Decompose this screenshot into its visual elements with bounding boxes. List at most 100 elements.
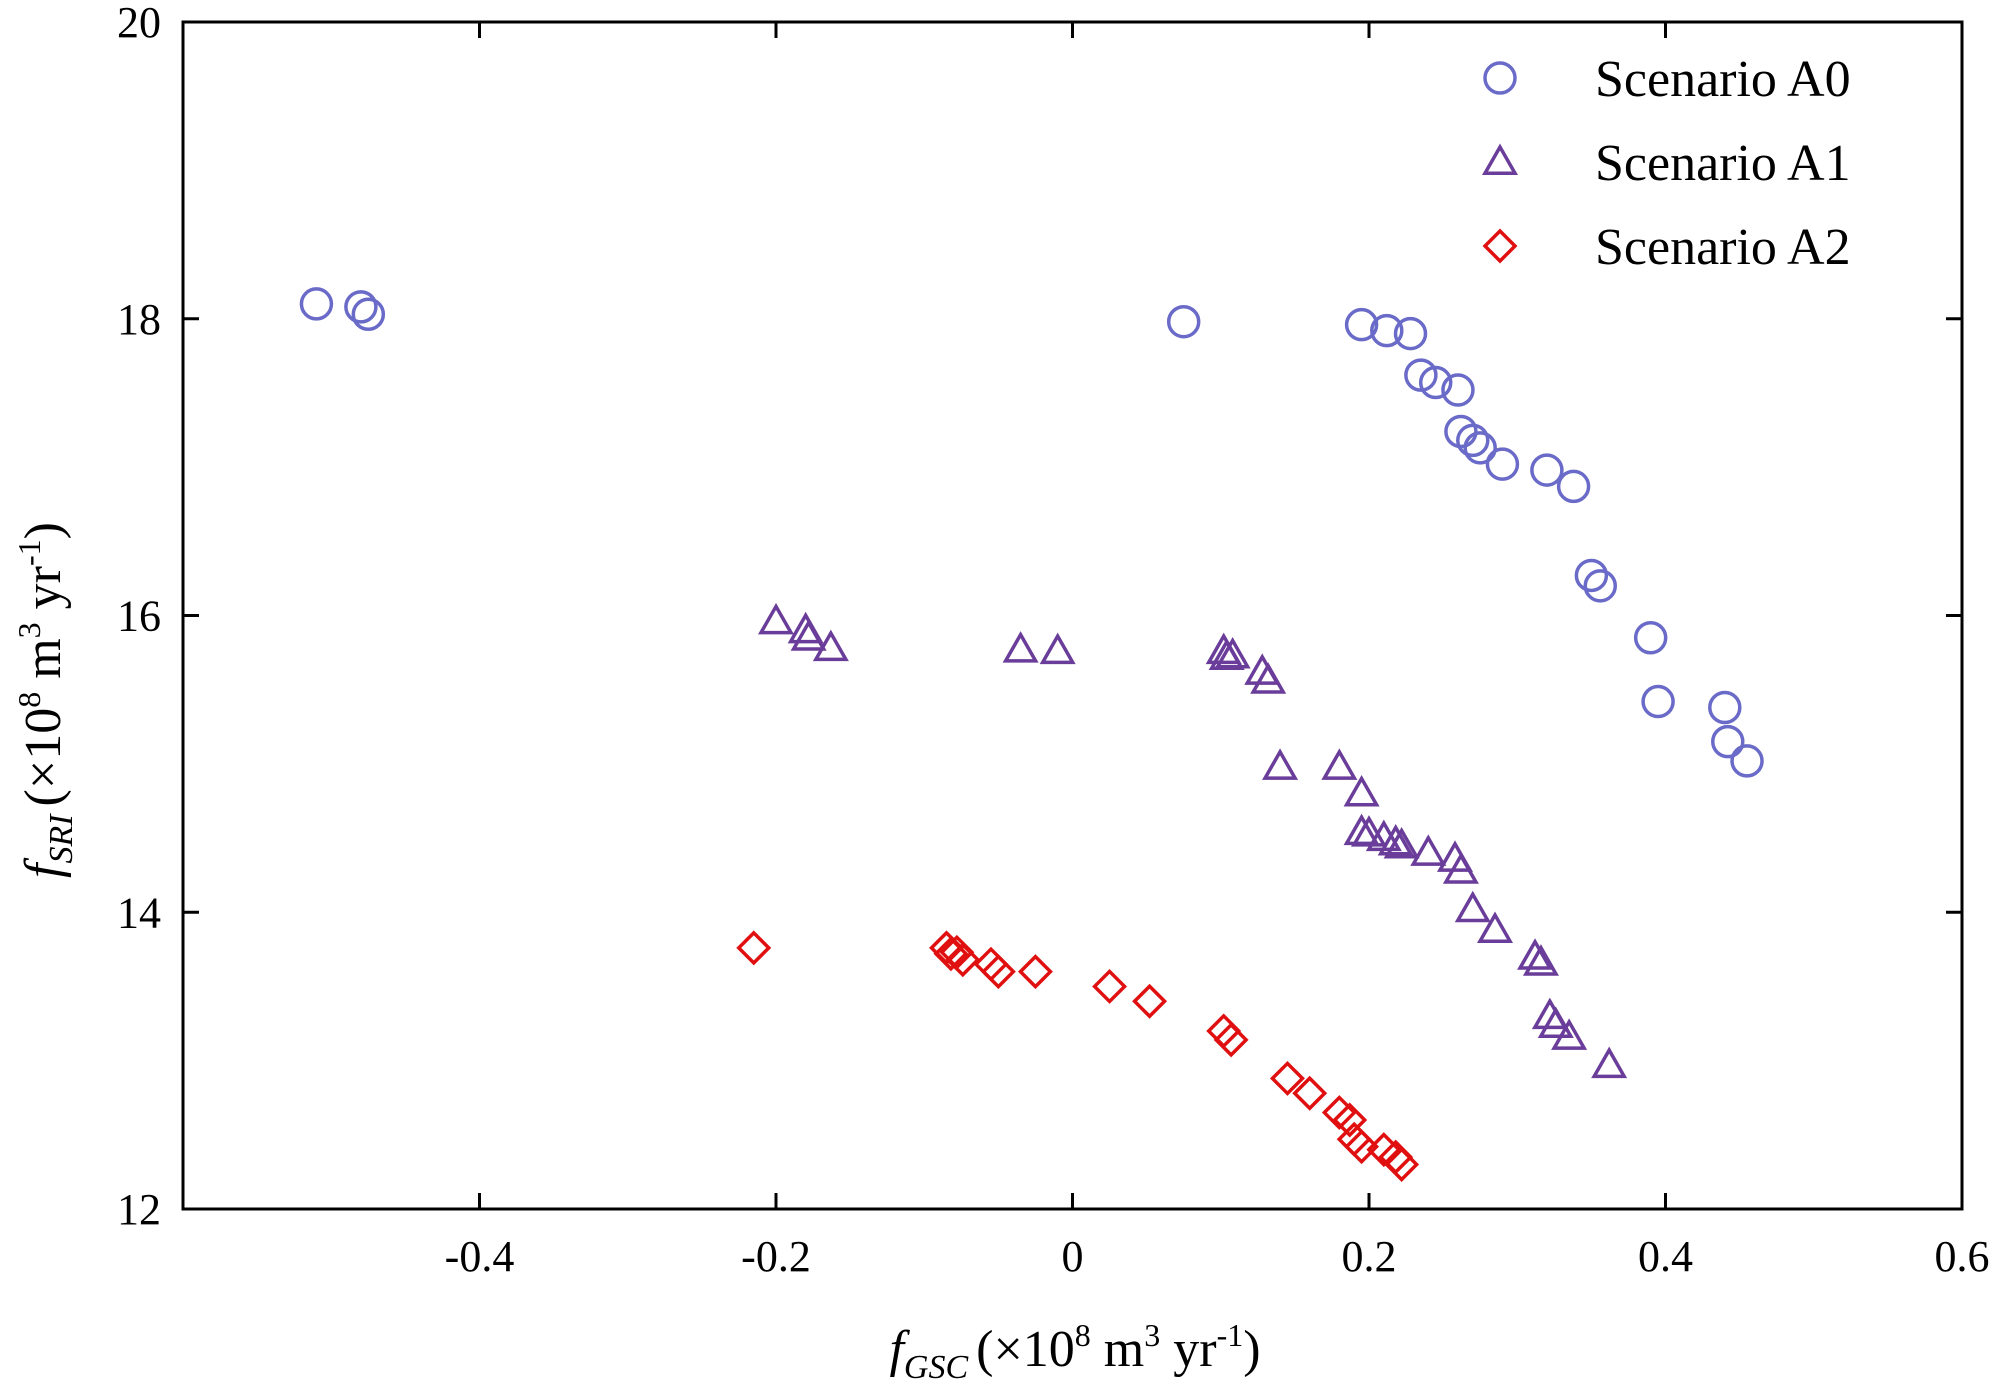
y-axis-unit-suffix: ) — [15, 522, 72, 539]
data-point-triangle — [1476, 911, 1514, 944]
tick-layer: -0.4 -0.2 0 0.2 0.4 0.6 12 14 16 18 20 — [117, 0, 1990, 1281]
data-point-triangle — [1551, 1018, 1588, 1050]
data-point-diamond — [945, 942, 981, 978]
series-triangle — [757, 602, 1628, 1079]
x-axis-unit-suffix: ) — [1243, 1321, 1260, 1378]
y-axis-unit-prefix: (×10 — [15, 708, 72, 807]
x-axis-title: fGSC (×108 m3 yr-1) — [889, 1317, 1260, 1385]
data-point-circle — [1708, 690, 1742, 725]
data-point-triangle — [1410, 834, 1447, 866]
legend-item: Scenario A1 — [1481, 135, 1851, 192]
data-point-diamond — [1213, 1022, 1249, 1058]
legend-marker-circle — [1483, 61, 1517, 95]
x-axis-unit-mid2: yr — [1160, 1321, 1216, 1378]
data-point-triangle — [1442, 852, 1479, 884]
legend-item: Scenario A0 — [1483, 51, 1851, 108]
y-tick-label: 16 — [117, 592, 161, 641]
data-point-diamond — [736, 930, 772, 966]
data-point-circle — [1530, 453, 1564, 487]
data-point-diamond — [1344, 1129, 1380, 1165]
x-tick-label: 0.6 — [1935, 1232, 1990, 1281]
data-point-diamond — [1269, 1060, 1305, 1096]
legend: Scenario A0 Scenario A1 Scenario A2 — [1481, 51, 1851, 276]
data-point-circle — [1456, 423, 1490, 458]
x-tick-label: -0.4 — [445, 1232, 515, 1281]
y-axis-unit-exp3: -1 — [11, 539, 47, 566]
series-circle — [299, 287, 1764, 778]
data-point-circle — [1485, 447, 1520, 481]
legend-marker-triangle — [1481, 143, 1519, 175]
data-point-triangle — [1383, 826, 1420, 859]
data-point-triangle — [1214, 637, 1251, 669]
data-point-triangle — [1262, 748, 1299, 780]
data-point-circle — [1633, 621, 1668, 655]
data-point-triangle — [1039, 632, 1076, 665]
y-tick-label: 18 — [117, 295, 161, 344]
legend-label: Scenario A0 — [1595, 51, 1851, 108]
x-axis-unit-exp3: -1 — [1217, 1317, 1244, 1353]
y-axis-subscript: SRI — [43, 813, 80, 864]
data-point-circle — [1711, 724, 1745, 759]
y-tick-label: 12 — [117, 1185, 161, 1234]
data-point-triangle — [757, 602, 795, 635]
data-point-triangle — [1591, 1046, 1628, 1079]
legend-marker-diamond — [1482, 228, 1518, 264]
data-point-diamond — [1092, 968, 1128, 1004]
x-axis-subscript: GSC — [904, 1349, 969, 1385]
x-tick-label: 0 — [1062, 1232, 1084, 1281]
data-point-circle — [1370, 313, 1404, 348]
data-point-triangle — [1522, 944, 1559, 976]
data-point-circle — [299, 287, 334, 321]
y-axis-unit-mid: m — [15, 638, 72, 691]
data-point-circle — [1418, 365, 1453, 400]
data-point-diamond — [1384, 1147, 1420, 1182]
x-axis-unit-exp2: 3 — [1144, 1317, 1160, 1353]
legend-label: Scenario A1 — [1595, 135, 1851, 192]
x-axis-unit-prefix: (×10 — [976, 1321, 1075, 1378]
data-point-circle — [344, 290, 378, 324]
data-point-circle — [1583, 569, 1618, 603]
x-tick-label: 0.4 — [1638, 1232, 1693, 1281]
data-point-circle — [1730, 744, 1764, 778]
data-point-triangle — [1343, 775, 1380, 807]
data-point-circle — [1463, 431, 1497, 465]
y-axis-unit-exp2: 3 — [11, 622, 47, 638]
data-point-diamond — [1132, 983, 1168, 1019]
y-tick-label: 14 — [117, 888, 161, 937]
y-axis-unit-mid2: yr — [15, 566, 72, 622]
data-point-triangle — [812, 629, 849, 662]
x-axis-unit-mid: m — [1091, 1321, 1144, 1378]
data-point-diamond — [980, 954, 1016, 990]
legend-item: Scenario A2 — [1482, 219, 1851, 276]
x-axis-unit-exp: 8 — [1075, 1317, 1091, 1353]
data-point-triangle — [1454, 890, 1491, 923]
data-point-triangle — [1002, 631, 1039, 663]
data-point-circle — [1556, 469, 1591, 504]
plot-frame — [181, 20, 1964, 1211]
series-diamond — [736, 930, 1420, 1182]
data-point-triangle — [1350, 815, 1388, 847]
data-point-circle — [1441, 373, 1475, 407]
marker-layer — [299, 287, 1764, 1182]
data-point-triangle — [1250, 662, 1287, 694]
data-point-triangle — [1537, 1006, 1574, 1039]
data-point-triangle — [1377, 823, 1414, 856]
data-point-circle — [1344, 307, 1379, 342]
data-point-triangle — [1321, 748, 1358, 780]
x-tick-label: 0.2 — [1342, 1232, 1397, 1281]
x-tick-label: -0.2 — [741, 1232, 811, 1281]
data-point-circle — [1574, 558, 1609, 593]
data-point-diamond — [1017, 954, 1053, 990]
legend-label: Scenario A2 — [1595, 219, 1851, 276]
data-point-diamond — [1292, 1075, 1328, 1111]
data-point-diamond — [1332, 1102, 1368, 1138]
data-point-circle — [1166, 304, 1201, 339]
data-point-circle — [351, 297, 386, 332]
y-axis-title: fSRI(×108 m3 yr-1) — [11, 522, 80, 878]
data-point-circle — [1641, 684, 1675, 719]
y-tick-label: 20 — [117, 0, 161, 47]
data-point-triangle — [1517, 938, 1554, 970]
y-axis-unit-exp: 8 — [11, 692, 47, 708]
